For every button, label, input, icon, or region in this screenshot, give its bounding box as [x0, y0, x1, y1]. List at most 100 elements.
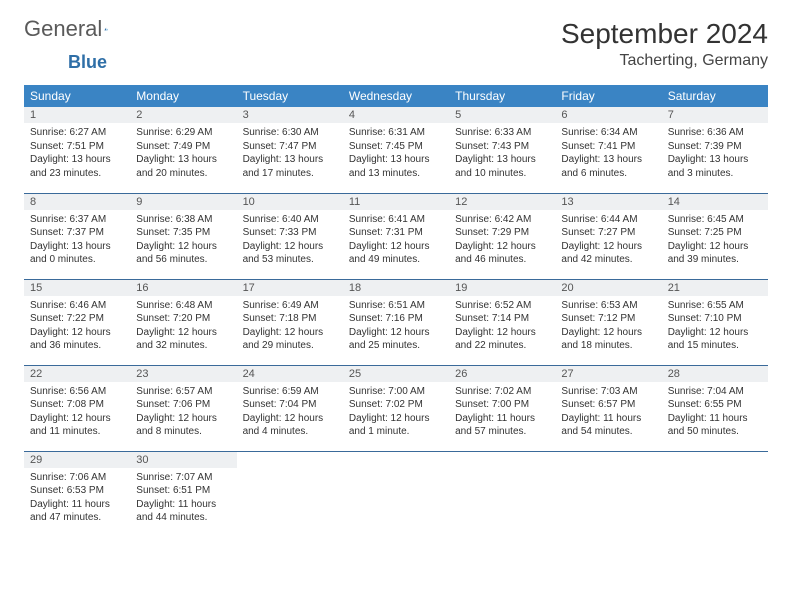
- calendar-day-cell: 8Sunrise: 6:37 AMSunset: 7:37 PMDaylight…: [24, 193, 130, 279]
- day-number: 23: [130, 366, 236, 382]
- calendar-day-cell: 20Sunrise: 6:53 AMSunset: 7:12 PMDayligh…: [555, 279, 661, 365]
- day-number: 30: [130, 452, 236, 468]
- daylight-line1: Daylight: 13 hours: [30, 240, 124, 254]
- day-details: Sunrise: 6:34 AMSunset: 7:41 PMDaylight:…: [555, 123, 661, 186]
- daylight-line1: Daylight: 12 hours: [243, 240, 337, 254]
- day-number: 7: [662, 107, 768, 123]
- calendar-week-row: 1Sunrise: 6:27 AMSunset: 7:51 PMDaylight…: [24, 107, 768, 193]
- day-details: Sunrise: 6:29 AMSunset: 7:49 PMDaylight:…: [130, 123, 236, 186]
- day-number: 28: [662, 366, 768, 382]
- day-details: Sunrise: 6:27 AMSunset: 7:51 PMDaylight:…: [24, 123, 130, 186]
- sunrise-text: Sunrise: 6:49 AM: [243, 299, 337, 313]
- sunset-text: Sunset: 6:57 PM: [561, 398, 655, 412]
- calendar-day-cell: 14Sunrise: 6:45 AMSunset: 7:25 PMDayligh…: [662, 193, 768, 279]
- sunrise-text: Sunrise: 6:34 AM: [561, 126, 655, 140]
- day-number: 21: [662, 280, 768, 296]
- day-details: Sunrise: 7:02 AMSunset: 7:00 PMDaylight:…: [449, 382, 555, 445]
- day-number: 11: [343, 194, 449, 210]
- day-number: 19: [449, 280, 555, 296]
- weekday-header: Thursday: [449, 85, 555, 107]
- sunset-text: Sunset: 6:53 PM: [30, 484, 124, 498]
- sunset-text: Sunset: 7:29 PM: [455, 226, 549, 240]
- daylight-line2: and 10 minutes.: [455, 167, 549, 181]
- sunrise-text: Sunrise: 7:04 AM: [668, 385, 762, 399]
- day-details: Sunrise: 6:49 AMSunset: 7:18 PMDaylight:…: [237, 296, 343, 359]
- daylight-line1: Daylight: 11 hours: [455, 412, 549, 426]
- daylight-line1: Daylight: 12 hours: [136, 326, 230, 340]
- daylight-line1: Daylight: 12 hours: [136, 240, 230, 254]
- weekday-header: Tuesday: [237, 85, 343, 107]
- sunset-text: Sunset: 7:45 PM: [349, 140, 443, 154]
- day-number: 25: [343, 366, 449, 382]
- calendar-day-cell: 25Sunrise: 7:00 AMSunset: 7:02 PMDayligh…: [343, 365, 449, 451]
- daylight-line2: and 6 minutes.: [561, 167, 655, 181]
- day-details: Sunrise: 6:56 AMSunset: 7:08 PMDaylight:…: [24, 382, 130, 445]
- calendar-day-cell: 29Sunrise: 7:06 AMSunset: 6:53 PMDayligh…: [24, 451, 130, 537]
- daylight-line2: and 53 minutes.: [243, 253, 337, 267]
- sunset-text: Sunset: 7:06 PM: [136, 398, 230, 412]
- day-number: 20: [555, 280, 661, 296]
- empty-cell: [449, 451, 555, 537]
- daylight-line1: Daylight: 13 hours: [30, 153, 124, 167]
- daylight-line2: and 13 minutes.: [349, 167, 443, 181]
- daylight-line2: and 54 minutes.: [561, 425, 655, 439]
- daylight-line1: Daylight: 12 hours: [30, 412, 124, 426]
- sunset-text: Sunset: 7:47 PM: [243, 140, 337, 154]
- day-number: 24: [237, 366, 343, 382]
- daylight-line2: and 3 minutes.: [668, 167, 762, 181]
- daylight-line1: Daylight: 12 hours: [455, 240, 549, 254]
- daylight-line2: and 42 minutes.: [561, 253, 655, 267]
- empty-cell: [555, 451, 661, 537]
- daylight-line2: and 46 minutes.: [455, 253, 549, 267]
- daylight-line1: Daylight: 12 hours: [561, 326, 655, 340]
- daylight-line1: Daylight: 12 hours: [668, 240, 762, 254]
- daylight-line2: and 23 minutes.: [30, 167, 124, 181]
- daylight-line2: and 57 minutes.: [455, 425, 549, 439]
- day-details: Sunrise: 6:48 AMSunset: 7:20 PMDaylight:…: [130, 296, 236, 359]
- sunrise-text: Sunrise: 6:37 AM: [30, 213, 124, 227]
- daylight-line1: Daylight: 12 hours: [30, 326, 124, 340]
- day-number: 16: [130, 280, 236, 296]
- weekday-header: Friday: [555, 85, 661, 107]
- sunset-text: Sunset: 7:18 PM: [243, 312, 337, 326]
- calendar-day-cell: 24Sunrise: 6:59 AMSunset: 7:04 PMDayligh…: [237, 365, 343, 451]
- brand-part1: General: [24, 18, 102, 40]
- sunrise-text: Sunrise: 7:06 AM: [30, 471, 124, 485]
- calendar-day-cell: 19Sunrise: 6:52 AMSunset: 7:14 PMDayligh…: [449, 279, 555, 365]
- daylight-line2: and 49 minutes.: [349, 253, 443, 267]
- daylight-line2: and 25 minutes.: [349, 339, 443, 353]
- empty-cell: [662, 451, 768, 537]
- sunset-text: Sunset: 7:04 PM: [243, 398, 337, 412]
- day-number: 1: [24, 107, 130, 123]
- daylight-line1: Daylight: 12 hours: [136, 412, 230, 426]
- calendar-week-row: 15Sunrise: 6:46 AMSunset: 7:22 PMDayligh…: [24, 279, 768, 365]
- empty-cell: [343, 451, 449, 537]
- daylight-line1: Daylight: 12 hours: [349, 240, 443, 254]
- daylight-line1: Daylight: 13 hours: [455, 153, 549, 167]
- sunrise-text: Sunrise: 6:33 AM: [455, 126, 549, 140]
- daylight-line2: and 20 minutes.: [136, 167, 230, 181]
- daylight-line2: and 44 minutes.: [136, 511, 230, 525]
- day-details: Sunrise: 7:03 AMSunset: 6:57 PMDaylight:…: [555, 382, 661, 445]
- daylight-line1: Daylight: 12 hours: [243, 412, 337, 426]
- sunset-text: Sunset: 7:33 PM: [243, 226, 337, 240]
- sunset-text: Sunset: 7:25 PM: [668, 226, 762, 240]
- daylight-line1: Daylight: 13 hours: [349, 153, 443, 167]
- day-number: 18: [343, 280, 449, 296]
- daylight-line1: Daylight: 12 hours: [243, 326, 337, 340]
- day-details: Sunrise: 6:31 AMSunset: 7:45 PMDaylight:…: [343, 123, 449, 186]
- sunset-text: Sunset: 7:22 PM: [30, 312, 124, 326]
- calendar-week-row: 8Sunrise: 6:37 AMSunset: 7:37 PMDaylight…: [24, 193, 768, 279]
- sunrise-text: Sunrise: 6:57 AM: [136, 385, 230, 399]
- day-number: 17: [237, 280, 343, 296]
- weekday-header: Monday: [130, 85, 236, 107]
- day-details: Sunrise: 6:37 AMSunset: 7:37 PMDaylight:…: [24, 210, 130, 273]
- daylight-line2: and 36 minutes.: [30, 339, 124, 353]
- daylight-line2: and 32 minutes.: [136, 339, 230, 353]
- day-number: 6: [555, 107, 661, 123]
- sunrise-text: Sunrise: 6:38 AM: [136, 213, 230, 227]
- sunrise-text: Sunrise: 6:42 AM: [455, 213, 549, 227]
- daylight-line2: and 39 minutes.: [668, 253, 762, 267]
- sunrise-text: Sunrise: 6:45 AM: [668, 213, 762, 227]
- calendar-day-cell: 15Sunrise: 6:46 AMSunset: 7:22 PMDayligh…: [24, 279, 130, 365]
